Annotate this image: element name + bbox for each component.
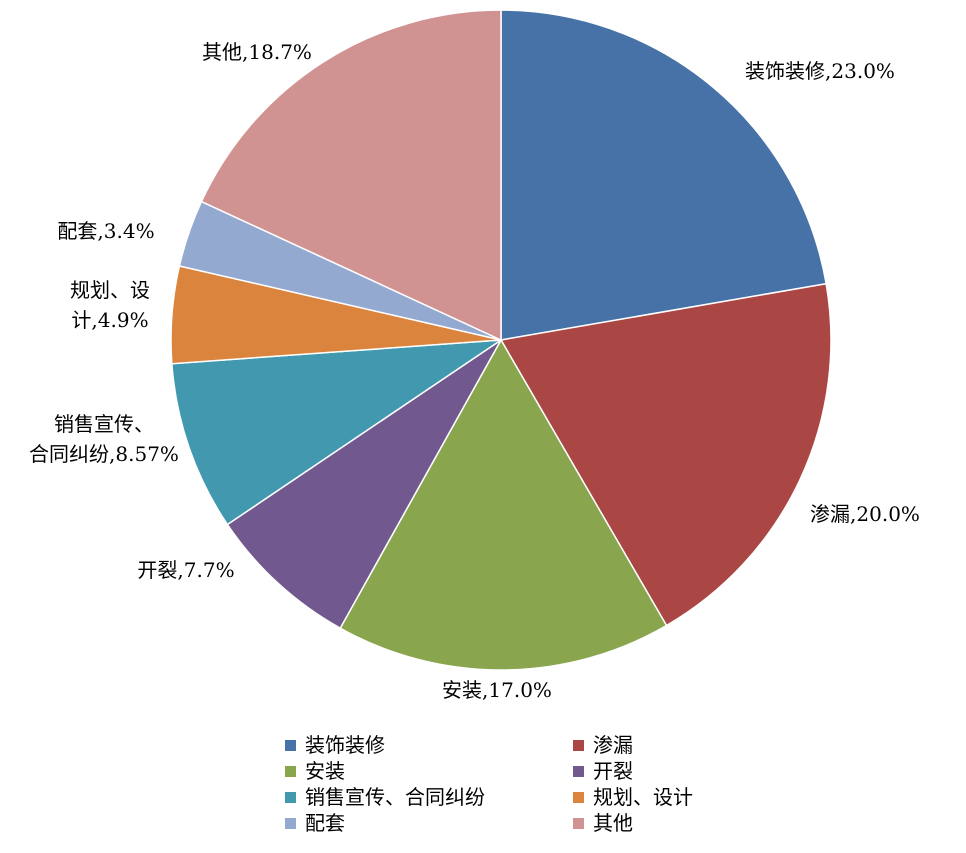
pie-slice-2 — [499, 282, 832, 627]
pie-slice-4 — [226, 339, 502, 630]
legend-label: 开裂 — [593, 759, 633, 783]
legend-item: 开裂 — [573, 759, 753, 783]
legend-swatch — [285, 739, 296, 751]
slice-label-5: 销售宣传、合同纠纷,8.57% — [29, 412, 179, 466]
legend-label: 配套 — [305, 811, 345, 835]
legend-item: 配套 — [285, 811, 573, 835]
legend-swatch — [285, 817, 296, 829]
slice-label-4: 开裂,7.7% — [137, 558, 234, 582]
pie-slice-1 — [500, 9, 828, 341]
legend-label: 其他 — [593, 811, 633, 835]
legend-item: 安装 — [285, 759, 573, 783]
chart-legend: 装饰装修 渗漏安装 开裂销售宣传、合同纠纷 规划、设计配套 其他 — [285, 733, 755, 835]
legend-swatch — [285, 791, 296, 803]
pie-slice-8 — [200, 9, 502, 342]
legend-item: 销售宣传、合同纠纷 — [285, 785, 573, 809]
slice-label-line: 装饰装修,23.0% — [745, 59, 895, 83]
legend-label: 规划、设计 — [593, 785, 693, 809]
slice-label-line: 计,4.9% — [71, 308, 148, 332]
slice-label-line: 安装,17.0% — [442, 678, 552, 702]
slice-label-3: 安装,17.0% — [442, 678, 552, 702]
pie-chart: 装饰装修,23.0% 渗漏,20.0% 安装,17.0% 开裂,7.7% 销售宣传、合同… — [29, 9, 920, 702]
slice-label-7: 配套,3.4% — [57, 219, 154, 243]
slice-label-line: 配套,3.4% — [57, 219, 154, 243]
legend-swatch — [573, 765, 584, 777]
legend-item: 渗漏 — [573, 733, 753, 757]
legend-label: 渗漏 — [593, 733, 633, 757]
slice-label-line: 规划、设 — [70, 278, 150, 302]
legend-swatch — [573, 817, 584, 829]
slice-label-6: 规划、设计,4.9% — [70, 278, 150, 332]
slice-label-line: 合同纠纷,8.57% — [29, 442, 179, 466]
slice-label-8: 其他,18.7% — [202, 40, 312, 64]
slice-label-line: 开裂,7.7% — [137, 558, 234, 582]
legend-label: 销售宣传、合同纠纷 — [305, 785, 485, 809]
pie-slice-5 — [171, 339, 504, 526]
slice-label-1: 装饰装修,23.0% — [745, 59, 895, 83]
legend-label: 装饰装修 — [305, 733, 385, 757]
legend-item: 装饰装修 — [285, 733, 573, 757]
pie-slice-3 — [339, 338, 668, 671]
slice-labels: 装饰装修,23.0% 渗漏,20.0% 安装,17.0% 开裂,7.7% 销售宣传、合同… — [29, 40, 920, 702]
legend-swatch — [573, 791, 584, 803]
slice-label-2: 渗漏,20.0% — [810, 502, 920, 526]
legend-item: 其他 — [573, 811, 753, 835]
slice-label-line: 其他,18.7% — [202, 40, 312, 64]
pie-slices — [170, 9, 832, 671]
legend-label: 安装 — [305, 759, 345, 783]
slice-label-line: 销售宣传、 — [54, 412, 154, 436]
legend-item: 规划、设计 — [573, 785, 753, 809]
slice-label-line: 渗漏,20.0% — [810, 502, 920, 526]
legend-swatch — [573, 739, 584, 751]
legend-swatch — [285, 765, 296, 777]
